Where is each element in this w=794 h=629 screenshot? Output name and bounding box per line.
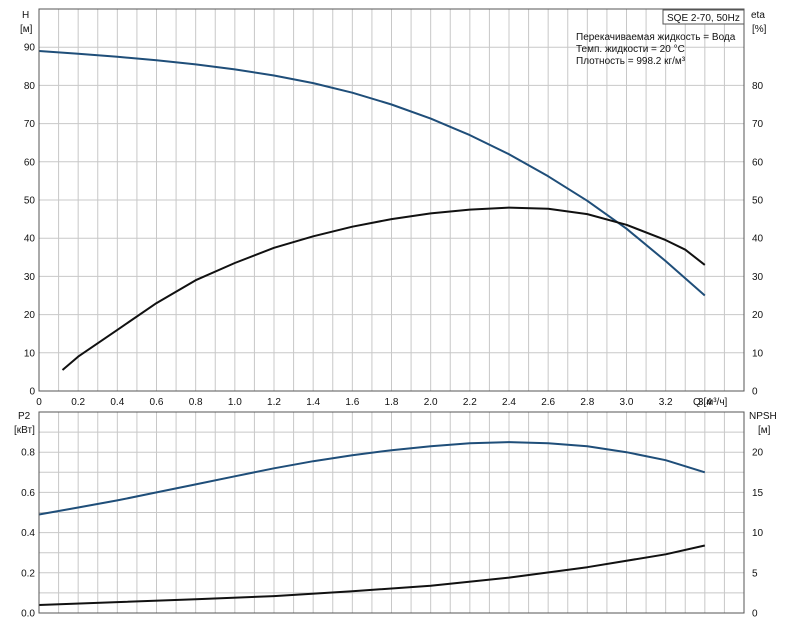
bottom-panel-curves bbox=[38, 441, 706, 606]
temperature-note: Темп. жидкости = 20 °C bbox=[576, 44, 685, 55]
top-right-tick-label: 0 bbox=[752, 387, 758, 398]
fluid-note: Перекачиваемая жидкость = Вода bbox=[576, 32, 736, 43]
bot-left-tick-label: 0.6 bbox=[21, 488, 35, 499]
x-tick-label: 0 bbox=[36, 397, 42, 408]
bottom-panel-frame bbox=[38, 411, 745, 614]
bot-right-tick-label: 10 bbox=[752, 528, 764, 539]
x-tick-label: 2.2 bbox=[463, 397, 477, 408]
bot-curve-right-axis bbox=[38, 544, 706, 606]
top-left-tick-label: 50 bbox=[24, 196, 36, 207]
top-left-tick-label: 40 bbox=[24, 234, 36, 245]
bottom-right-axis-unit: [м] bbox=[758, 425, 771, 436]
chart-title: SQE 2-70, 50Hz bbox=[667, 13, 740, 24]
top-panel-frame bbox=[38, 8, 745, 392]
x-tick-label: 0.8 bbox=[189, 397, 203, 408]
bot-right-tick-label: 5 bbox=[752, 568, 758, 579]
top-curve-left-axis bbox=[38, 50, 706, 297]
x-tick-label: 1.4 bbox=[306, 397, 320, 408]
bot-curve-left-axis bbox=[38, 441, 706, 516]
top-right-tick-label: 30 bbox=[752, 272, 764, 283]
top-panel-grid bbox=[39, 9, 744, 391]
top-left-axis-unit: [м] bbox=[20, 24, 33, 35]
top-panel-tick-labels: 0 10 20 30 40 50 60 70 80 90 0 10 20 30 40 50 60 70 80 0 0.2… bbox=[24, 43, 764, 408]
x-tick-label: 0.2 bbox=[71, 397, 85, 408]
top-left-tick-label: 10 bbox=[24, 348, 36, 359]
top-right-tick-label: 50 bbox=[752, 196, 764, 207]
bot-left-tick-label: 0.2 bbox=[21, 568, 35, 579]
top-left-tick-label: 30 bbox=[24, 272, 36, 283]
x-axis-label: Q [м³/ч] bbox=[693, 397, 728, 408]
x-tick-label: 3.4 bbox=[698, 397, 712, 408]
x-tick-label: 2.4 bbox=[502, 397, 516, 408]
top-right-tick-label: 80 bbox=[752, 81, 764, 92]
x-tick-label: 3.0 bbox=[620, 397, 634, 408]
top-curve-right-axis bbox=[61, 206, 706, 371]
top-left-tick-label: 80 bbox=[24, 81, 36, 92]
bot-right-tick-label: 20 bbox=[752, 448, 764, 459]
top-right-tick-label: 20 bbox=[752, 310, 764, 321]
x-tick-label: 2.0 bbox=[424, 397, 438, 408]
top-right-tick-label: 40 bbox=[752, 234, 764, 245]
bottom-panel-tick-labels: 0.0 0.2 0.4 0.6 0.8 0 5 10 15 20 bbox=[21, 448, 763, 620]
bottom-left-axis-name: P2 bbox=[18, 411, 31, 422]
bottom-left-axis-unit: [кВт] bbox=[14, 425, 35, 436]
x-tick-label: 1.8 bbox=[385, 397, 399, 408]
top-left-tick-label: 90 bbox=[24, 43, 36, 54]
top-left-tick-label: 70 bbox=[24, 119, 36, 130]
top-right-axis-unit: [%] bbox=[752, 24, 767, 35]
x-tick-label: 1.6 bbox=[345, 397, 359, 408]
bot-left-tick-label: 0.0 bbox=[21, 609, 35, 620]
bot-right-tick-label: 0 bbox=[752, 609, 758, 620]
density-note: Плотность = 998.2 кг/м³ bbox=[576, 56, 686, 67]
bot-left-tick-label: 0.4 bbox=[21, 528, 35, 539]
x-tick-label: 3.2 bbox=[659, 397, 673, 408]
x-tick-label: 0.6 bbox=[150, 397, 164, 408]
top-right-tick-label: 70 bbox=[752, 119, 764, 130]
x-tick-label: 2.6 bbox=[541, 397, 555, 408]
bot-left-tick-label: 0.8 bbox=[21, 448, 35, 459]
top-left-tick-label: 60 bbox=[24, 157, 36, 168]
x-tick-label: 2.8 bbox=[580, 397, 594, 408]
top-right-axis-name: eta bbox=[751, 10, 765, 21]
top-panel-curves bbox=[38, 50, 706, 371]
bottom-panel-grid bbox=[39, 412, 744, 613]
x-tick-label: 0.4 bbox=[110, 397, 124, 408]
top-left-tick-label: 20 bbox=[24, 310, 36, 321]
x-tick-label: 1.2 bbox=[267, 397, 281, 408]
top-right-tick-label: 60 bbox=[752, 157, 764, 168]
bot-right-tick-label: 15 bbox=[752, 488, 764, 499]
bottom-right-axis-name: NPSH bbox=[749, 411, 777, 422]
top-left-axis-name: H bbox=[22, 10, 29, 21]
top-left-tick-label: 0 bbox=[29, 387, 35, 398]
top-right-tick-label: 10 bbox=[752, 348, 764, 359]
x-tick-label: 1.0 bbox=[228, 397, 242, 408]
